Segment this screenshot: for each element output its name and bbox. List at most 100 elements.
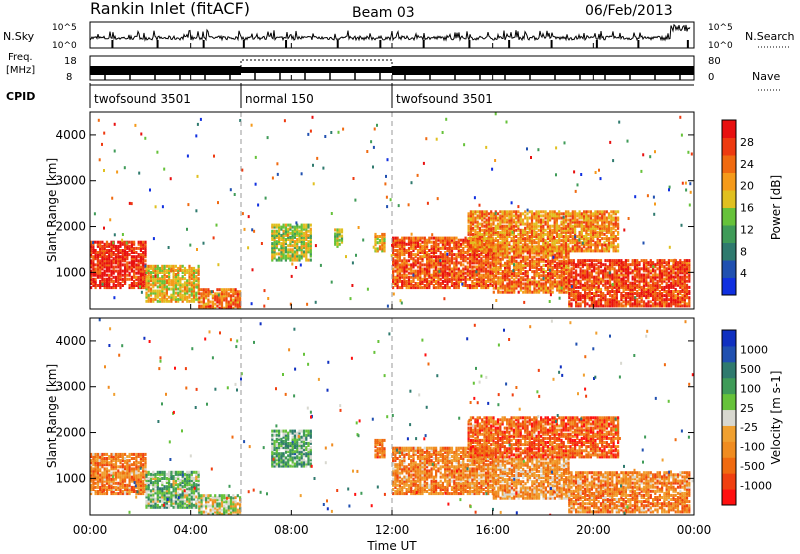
echo-cell <box>674 300 677 304</box>
echo-cell <box>394 277 397 281</box>
echo-cell <box>396 284 399 287</box>
echo-cell <box>542 214 545 218</box>
echo-cell <box>570 304 573 308</box>
echo-cell <box>560 290 563 294</box>
echo-cell <box>119 244 122 248</box>
echo-cell <box>681 269 684 273</box>
echo-cell <box>607 212 611 216</box>
echo-cell <box>499 210 502 214</box>
echo-cell <box>278 238 281 241</box>
echo-cell <box>580 220 583 224</box>
echo-cell <box>275 231 278 235</box>
echo-cell <box>426 284 429 287</box>
echo-cell <box>414 238 417 242</box>
echo-cell <box>565 247 568 251</box>
echo-cell <box>145 291 148 295</box>
echo-cell <box>229 306 233 309</box>
echo-cell <box>604 294 607 298</box>
echo-cell <box>549 212 552 216</box>
echo-cell <box>531 259 534 263</box>
echo-cell <box>437 271 440 275</box>
echo-cell <box>551 230 554 234</box>
echo-cell <box>489 273 492 277</box>
echo-cell <box>144 246 147 250</box>
echo-cell <box>533 274 536 278</box>
echo-cell <box>665 263 668 267</box>
echo-cell <box>497 253 500 257</box>
echo-cell <box>137 279 140 283</box>
echo-cell <box>448 249 451 252</box>
echo-cell <box>197 266 200 270</box>
echo-cell <box>300 240 303 244</box>
echo-cell <box>597 275 600 279</box>
echo-cell <box>569 241 572 245</box>
echo-cell <box>497 278 500 282</box>
echo-cell <box>645 290 648 293</box>
echo-cell <box>472 245 475 249</box>
echo-cell <box>225 292 228 296</box>
echo-cell <box>416 275 420 279</box>
echo-cell <box>483 243 486 247</box>
echo-cell <box>601 210 604 214</box>
echo-cell <box>533 288 536 292</box>
echo-cell <box>168 299 171 303</box>
echo-cell <box>615 277 618 281</box>
echo-cell <box>547 251 550 255</box>
echo-cell <box>562 278 566 282</box>
echo-cell <box>401 259 404 263</box>
echo-cell <box>446 271 449 275</box>
echo-cell <box>531 276 534 280</box>
echo-cell <box>586 287 589 291</box>
echo-cell <box>553 226 556 230</box>
echo-cell <box>594 228 597 232</box>
nave-dotted-line <box>240 59 393 67</box>
echo-cell <box>394 265 397 269</box>
echo-cell <box>602 269 605 273</box>
echo-cell <box>225 300 228 304</box>
echo-cell <box>508 255 511 259</box>
echo-cell <box>464 240 467 244</box>
echo-cell <box>133 251 136 254</box>
echo-cell <box>92 267 95 271</box>
echo-cell <box>588 294 591 298</box>
echo-cell <box>112 282 115 285</box>
echo-cell <box>508 214 511 218</box>
echo-cell <box>672 296 675 300</box>
echo-cell <box>453 242 456 246</box>
echo-cell <box>112 244 115 248</box>
echo-cell <box>291 231 294 235</box>
echo-cell <box>446 284 449 287</box>
echo-cell <box>105 267 109 271</box>
echo-cell <box>633 261 637 265</box>
echo-cell <box>309 252 312 256</box>
echo-cell <box>439 261 442 265</box>
echo-cell <box>485 249 488 253</box>
echo-cell <box>135 284 138 287</box>
echo-cell <box>126 267 129 271</box>
echo-cell <box>683 265 686 269</box>
echo-cell <box>614 245 617 249</box>
echo-cell <box>236 290 239 294</box>
echo-cell <box>197 279 200 283</box>
echo-cell <box>599 304 603 308</box>
echo-cell <box>685 285 689 289</box>
echo-cell <box>512 269 515 273</box>
echo-cell <box>667 298 670 302</box>
echo-cell <box>528 216 531 220</box>
echo-cell <box>430 265 433 269</box>
echo-cell <box>528 226 531 230</box>
echo-cell <box>211 302 214 306</box>
echo-cell <box>110 269 113 273</box>
echo-cell <box>524 286 527 290</box>
echo-cell <box>683 294 686 298</box>
echo-cell <box>501 230 504 234</box>
echo-cell <box>96 251 99 254</box>
echo-cell <box>540 220 543 224</box>
echo-cell <box>466 251 469 254</box>
echo-cell <box>478 267 481 271</box>
echo-cell <box>670 273 673 277</box>
echo-cell <box>108 269 111 273</box>
echo-cell <box>551 280 554 284</box>
echo-cell <box>535 224 538 228</box>
echo-cell <box>553 241 556 245</box>
